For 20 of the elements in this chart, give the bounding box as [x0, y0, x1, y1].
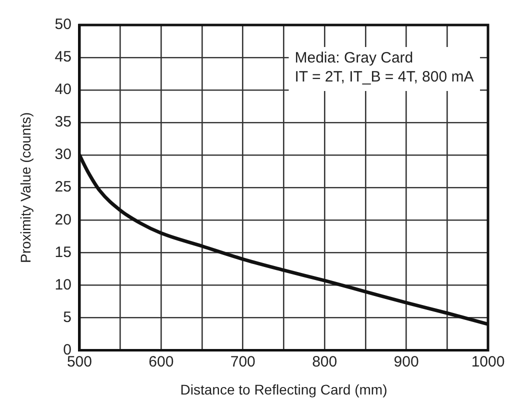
y-tick-label: 5 [63, 308, 72, 326]
x-tick-label: 1000 [471, 353, 505, 370]
y-tick-label: 20 [54, 211, 72, 228]
x-axis-title: Distance to Reflecting Card (mm) [180, 381, 388, 398]
annotation: IT = 2T, IT_B = 4T, 800 mA [294, 68, 474, 86]
x-tick-label: 700 [230, 353, 256, 370]
x-tick-label: 600 [148, 353, 174, 370]
y-tick-label: 15 [54, 244, 72, 261]
y-tick-label: 40 [54, 81, 72, 98]
x-tick-label: 900 [394, 353, 419, 370]
y-tick-label: 35 [54, 114, 72, 131]
x-tick-label: 800 [312, 353, 338, 370]
y-tick-label: 25 [54, 178, 72, 196]
y-axis-title: Proximity Value (counts) [17, 112, 34, 263]
y-tick-label: 45 [54, 48, 72, 66]
annotation: Media: Gray Card [294, 50, 414, 67]
y-tick-label: 10 [54, 276, 72, 294]
x-tick-label: 500 [66, 353, 92, 370]
y-tick-label: 50 [54, 16, 72, 34]
y-tick-label: 30 [54, 146, 72, 164]
